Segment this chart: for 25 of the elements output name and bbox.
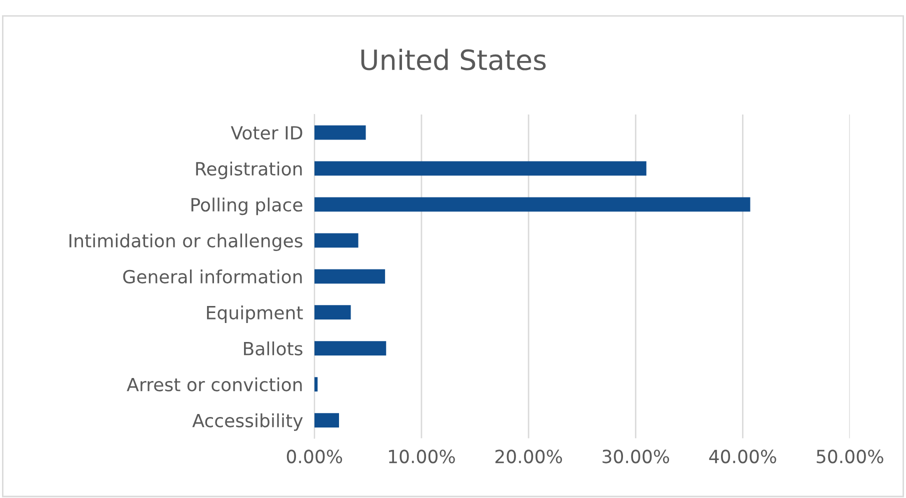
- y-tick-label: Ballots: [244, 341, 302, 356]
- x-tick-label: 10.00%: [389, 450, 455, 464]
- bar: [314, 341, 386, 356]
- x-tick-label: 0.00%: [286, 450, 342, 464]
- y-tick-label: Accessibility: [192, 413, 303, 431]
- y-tick-label: Polling place: [191, 198, 302, 216]
- y-tick-label: General information: [123, 270, 302, 284]
- bar: [314, 125, 366, 140]
- y-tick-label: Voter ID: [230, 126, 302, 140]
- bar: [314, 233, 358, 248]
- bar: [314, 305, 351, 320]
- chart-title: United States: [361, 48, 546, 70]
- bar: [314, 161, 646, 176]
- x-tick-label: 20.00%: [495, 450, 562, 464]
- x-tick-label: 40.00%: [709, 450, 776, 464]
- y-tick-label: Registration: [196, 162, 302, 180]
- bar: [314, 413, 340, 428]
- y-tick-label: Equipment: [207, 305, 303, 323]
- y-tick-label: Arrest or conviction: [126, 377, 302, 392]
- bar: [314, 269, 386, 284]
- x-tick-label: 50.00%: [816, 450, 884, 464]
- bar: [314, 197, 750, 212]
- x-tick-label: 30.00%: [602, 450, 670, 464]
- y-tick-label: Intimidation or challenges: [70, 234, 302, 252]
- bar: [314, 377, 318, 392]
